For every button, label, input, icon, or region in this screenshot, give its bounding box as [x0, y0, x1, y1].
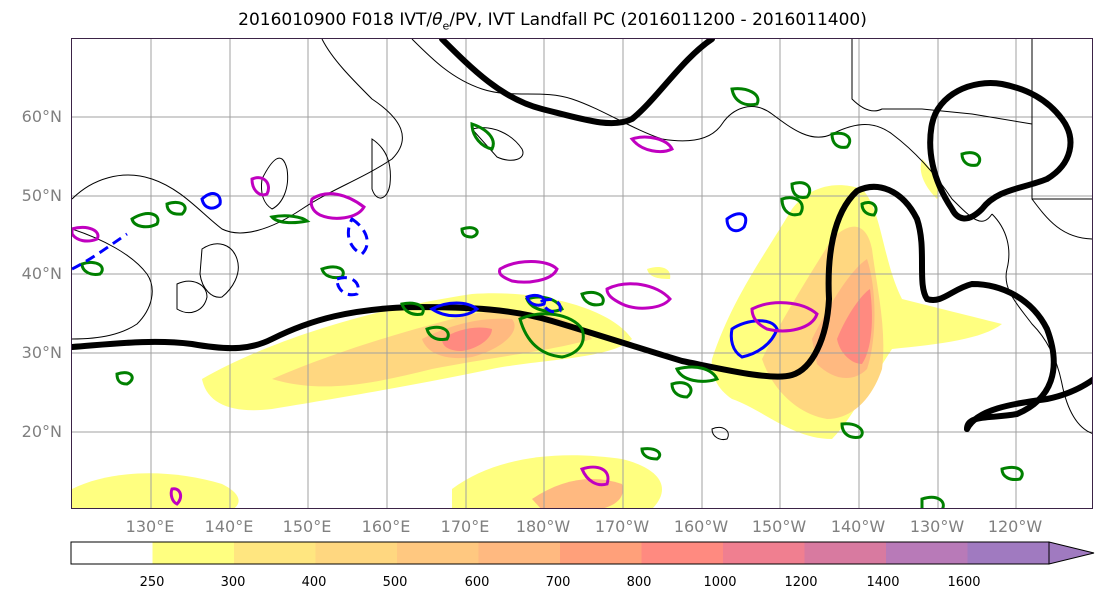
colorbar-label-1000: 1000 [703, 575, 737, 590]
colorbar-swatch [967, 542, 1050, 564]
colorbar-swatch [641, 542, 724, 564]
colorbar-swatch [71, 542, 153, 564]
colorbar-label-1200: 1200 [784, 575, 818, 590]
colorbar-swatch [315, 542, 398, 564]
colorbar-swatch [723, 542, 805, 564]
colorbar-swatches [71, 542, 1050, 564]
colorbar-swatch [804, 542, 887, 564]
colorbar-swatch [152, 542, 235, 564]
colorbar-label-250: 250 [139, 575, 165, 590]
pv-contours-green [80, 87, 1024, 508]
colorbar-label-600: 600 [464, 575, 490, 590]
map-panel [71, 38, 1093, 509]
colorbar-swatch [886, 542, 968, 564]
colorbar-label-1600: 1600 [947, 575, 981, 590]
lat-label-30n: 30°N [21, 343, 62, 362]
lon-label-150e: 150°E [282, 517, 332, 536]
colorbar-swatch [234, 542, 316, 564]
colorbar-label-500: 500 [382, 575, 408, 590]
lon-label-170e: 170°E [440, 517, 490, 536]
map-canvas [72, 39, 1092, 508]
lat-label-60n: 60°N [21, 107, 62, 126]
colorbar-label-700: 700 [545, 575, 571, 590]
lon-label-160w: 160°W [673, 517, 729, 536]
pv-contours-magenta [72, 135, 819, 506]
colorbar-swatch [478, 542, 561, 564]
colorbar-label-800: 800 [626, 575, 652, 590]
lat-label-40n: 40°N [21, 264, 62, 283]
colorbar [70, 541, 1095, 565]
colorbar-label-1400: 1400 [866, 575, 900, 590]
lon-label-180w: 180°W [515, 517, 571, 536]
colorbar-label-300: 300 [220, 575, 246, 590]
colorbar-extend-arrow [1048, 541, 1095, 565]
lat-label-50n: 50°N [21, 186, 62, 205]
lon-label-160e: 160°E [361, 517, 411, 536]
pv-contours-blue [72, 192, 779, 359]
map-title: 2016010900 F018 IVT/θe/PV, IVT Landfall … [238, 10, 867, 33]
graticule [72, 39, 1092, 508]
ridge-contour [72, 39, 1092, 432]
lon-label-170w: 170°W [594, 517, 650, 536]
ivt-shading [72, 159, 1002, 508]
colorbar-swatch [397, 542, 479, 564]
lat-label-20n: 20°N [21, 422, 62, 441]
lon-label-150w: 150°W [751, 517, 807, 536]
lon-label-120w: 120°W [987, 517, 1043, 536]
lon-label-130w: 130°W [909, 517, 965, 536]
lon-label-140e: 140°E [204, 517, 254, 536]
lon-label-130e: 130°E [125, 517, 175, 536]
colorbar-swatch [560, 542, 642, 564]
lon-label-140w: 140°W [830, 517, 886, 536]
colorbar-label-400: 400 [301, 575, 327, 590]
